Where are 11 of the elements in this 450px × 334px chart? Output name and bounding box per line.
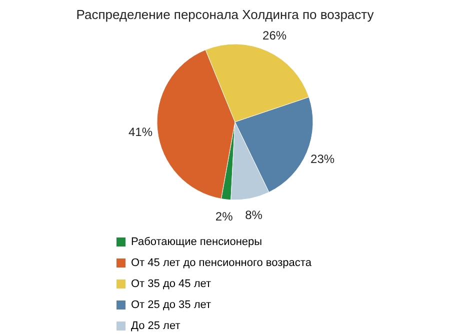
legend-label: От 35 до 45 лет	[131, 278, 212, 290]
data-label: 26%	[262, 28, 287, 43]
data-label: 23%	[310, 152, 335, 166]
legend-label: От 45 лет до пенсионного возраста	[131, 257, 312, 269]
data-label: 41%	[128, 124, 153, 139]
legend-label: Работающие пенсионеры	[131, 236, 262, 248]
data-label: 8%	[245, 208, 263, 222]
chart-title: Распределение персонала Холдинга по возрасту	[76, 7, 374, 22]
legend-label: От 25 до 35 лет	[131, 299, 212, 311]
legend-label: До 25 лет	[131, 320, 180, 332]
data-label: 2%	[215, 209, 234, 224]
